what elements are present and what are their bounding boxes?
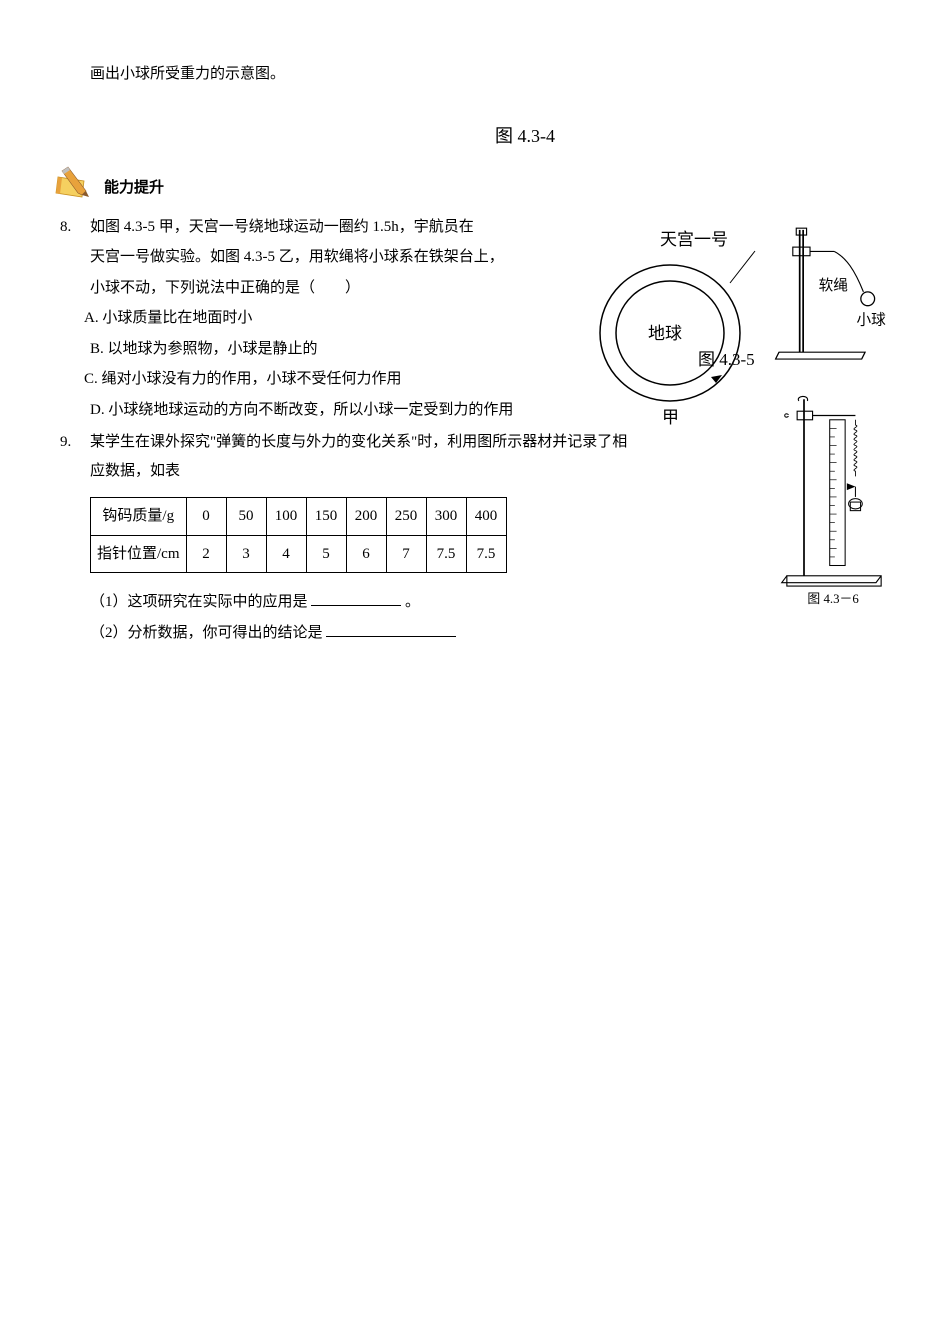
q9-stem: 某学生在课外探究"弹簧的长度与外力的变化关系"时，利用图所示器材并记录了相应数据… [90,428,630,485]
figure-4-3-4-caption: 图 4.3-4 [170,119,880,153]
intro-text: 画出小球所受重力的示意图。 [90,60,880,89]
cell-pos-3: 5 [306,535,346,573]
figure-stand-rope-ball: 软绳 小球 [770,223,890,389]
table-row-position: 指针位置/cm 2 3 4 5 6 7 7.5 7.5 [91,535,507,573]
q9-number: 9. [60,428,90,487]
q9-sub1-post: 。 [405,594,420,610]
section-header: 能力提升 [50,163,880,203]
tiangong-label: 天宫一号 [660,230,728,249]
jia-label: 甲 [662,408,679,427]
cell-pos-4: 6 [346,535,386,573]
row-label-pos: 指针位置/cm [91,535,187,573]
notebook-pencil-icon [50,163,98,203]
svg-text:软绳: 软绳 [819,277,849,294]
cell-pos-1: 3 [226,535,266,573]
q9-sub1: （1）这项研究在实际中的应用是 。 [90,588,880,617]
q9-sub2-blank[interactable] [326,620,456,637]
cell-mass-2: 100 [266,498,306,536]
section-title: 能力提升 [104,174,164,203]
cell-pos-6: 7.5 [426,535,466,573]
svg-text:小球: 小球 [857,311,887,328]
earth-label: 地球 [648,324,682,343]
cell-mass-0: 0 [186,498,226,536]
cell-pos-5: 7 [386,535,426,573]
q9-sub1-pre: （1）这项研究在实际中的应用是 [90,594,308,610]
cell-mass-4: 200 [346,498,386,536]
figure-spring-apparatus: 图 4.3－6 [780,393,890,629]
cell-pos-2: 4 [266,535,306,573]
cell-mass-1: 50 [226,498,266,536]
svg-text:图 4.3－6: 图 4.3－6 [807,592,859,606]
cell-mass-5: 250 [386,498,426,536]
cell-pos-0: 2 [186,535,226,573]
cell-pos-7: 7.5 [466,535,506,573]
q9-sub2-pre: （2）分析数据，你可得出的结论是 [90,625,323,641]
q9-sub2: （2）分析数据，你可得出的结论是 [90,619,880,648]
fig-4-3-5-label: 图 4.3-5 [698,350,755,369]
q9-data-table: 钩码质量/g 0 50 100 150 200 250 300 400 指针位置… [90,497,507,573]
q9-sub1-blank[interactable] [311,590,401,607]
cell-mass-6: 300 [426,498,466,536]
cell-mass-3: 150 [306,498,346,536]
cell-mass-7: 400 [466,498,506,536]
figure-tiangong-earth: 天宫一号 地球 图 4.3-5 甲 [590,213,780,444]
row-label-mass: 钩码质量/g [91,498,187,536]
table-row-mass: 钩码质量/g 0 50 100 150 200 250 300 400 [91,498,507,536]
